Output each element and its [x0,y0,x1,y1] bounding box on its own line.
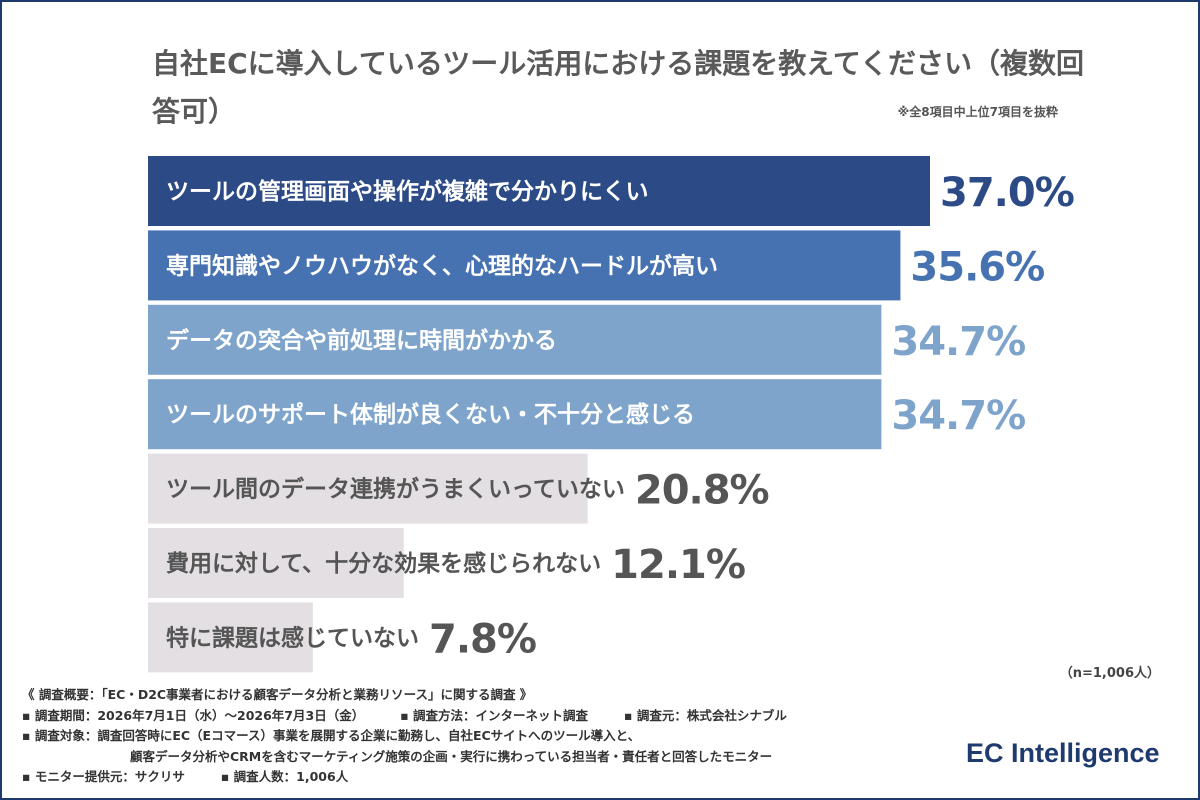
survey-title: 《 調査概要：「EC・D2C事業者における顧客データ分析と業務リソース」に関する… [22,687,533,702]
bar-label-4: ツールのサポート体制が良くない・不十分と感じる [166,401,695,428]
bar-label-7: 特に課題は感じていない [166,624,419,651]
bar-value-3: 34.7% [891,319,1025,365]
sample-size-label: （n=1,006人） [1059,666,1160,681]
survey-method: ▪ 調査方法：インターネット調査 [400,707,589,723]
bar-value-6: 12.1% [611,542,745,588]
bar-value-7: 7.8% [429,616,536,662]
chart-title: 自社ECに導入しているツール活用における課題を教えてください（複数回答可） [152,47,1085,128]
bar-6 [148,528,404,598]
bar-label-5: ツール間のデータ連携がうまくいっていない [166,476,625,503]
survey-target-continued: 顧客データ分析やCRMを含むマーケティング施策の企画・実行に携わっている担当者・… [130,748,773,764]
survey-overview: 《 調査概要：「EC・D2C事業者における顧客データ分析と業務リソース」に関する… [22,685,962,788]
survey-provider-row: ▪ モニター提供元：サクリサ ▪ 調査人数：1,006人 [22,767,962,788]
survey-target: ▪ 調査対象：調査回答時にEC（Eコマース）事業を展開する企業に勤務し、自社EC… [22,728,641,743]
bar-3 [148,304,882,375]
survey-meta-row: ▪ 調査期間：2026年7月1日（水）〜2026年7月3日（金） ▪ 調査方法：イ… [22,706,962,727]
survey-provider: ▪ モニター提供元：サクリサ [22,769,185,784]
bar-label-1: ツールの管理画面や操作が複雑で分かりにくい [166,178,649,205]
excerpt-note: ※全8項目中上位7項目を抜粋 [897,105,1058,119]
bar-label-2: 専門知識やノウハウがなく、心理的なハードルが高い [166,252,718,279]
bar-label-3: データの突合や前処理に時間がかかる [166,327,557,354]
ec-intelligence-logo: EC Intelligence [966,738,1160,768]
bar-7 [148,602,313,673]
bar-5 [148,453,588,524]
bar-4 [148,379,882,450]
bar-2 [148,230,901,301]
survey-count: ▪ 調査人数：1,006人 [220,769,349,784]
bar-value-1: 37.0% [940,170,1074,216]
survey-period: ▪ 調査期間：2026年7月1日（水）〜2026年7月3日（金） [22,707,365,723]
bar-value-2: 35.6% [910,244,1044,290]
bar-1 [148,156,930,226]
bar-chart: ツールの管理画面や操作が複雑で分かりにくい 37.0% 専門知識やノウハウがなく、心… [148,156,1075,673]
bar-label-6: 費用に対して、十分な効果を感じられない [166,550,601,577]
survey-source: ▪ 調査元：株式会社シナブル [624,707,787,723]
bar-value-5: 20.8% [635,468,769,514]
bar-value-4: 34.7% [891,393,1025,439]
